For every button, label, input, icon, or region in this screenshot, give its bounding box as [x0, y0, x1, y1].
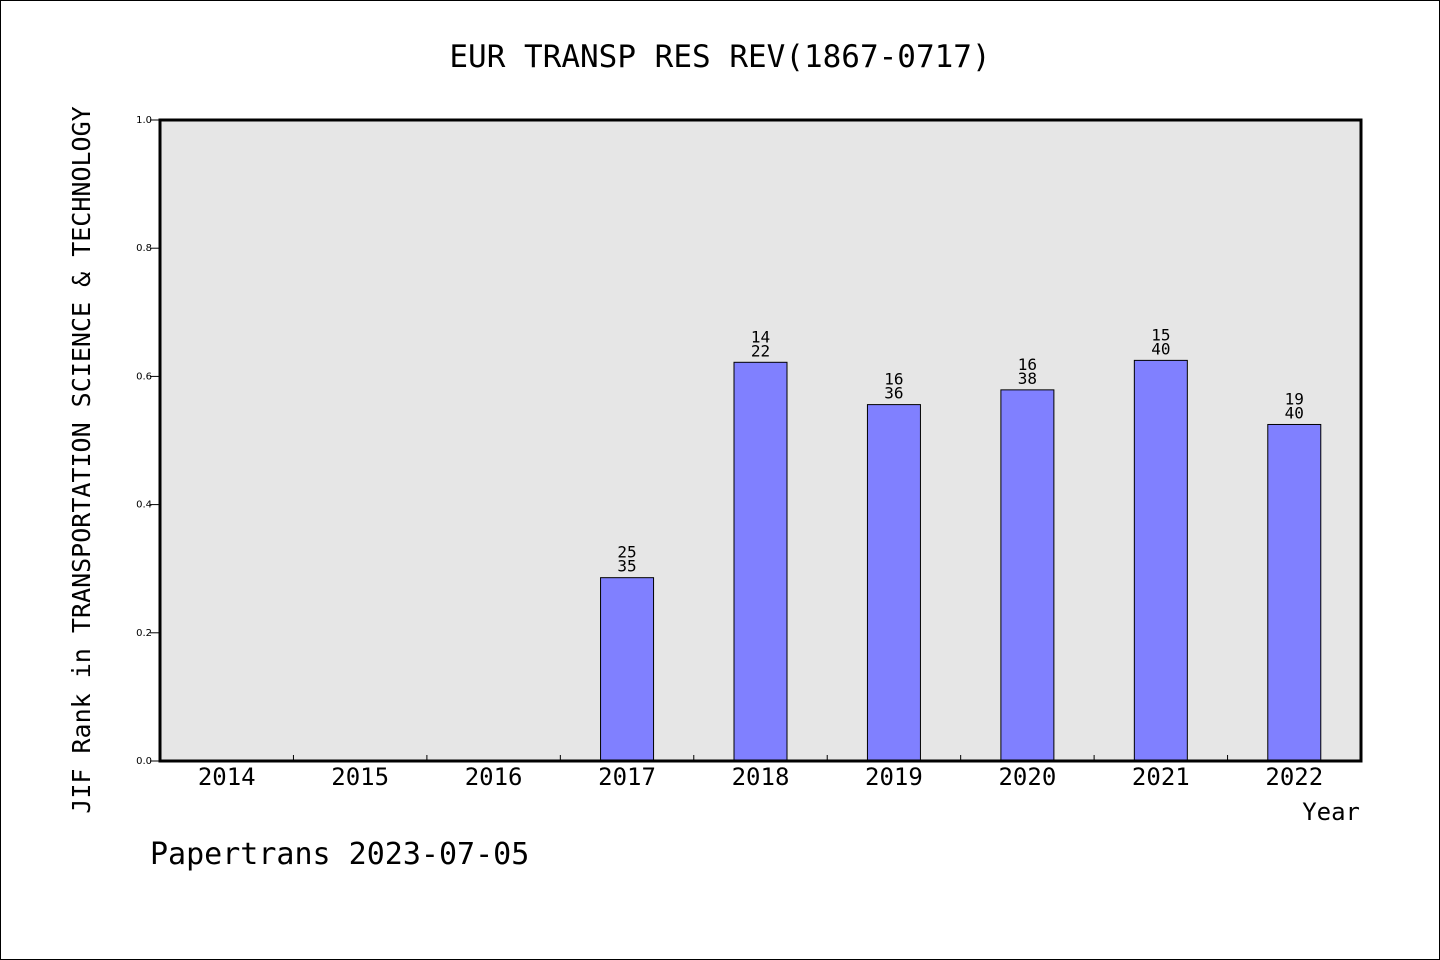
y-tick-label: 1.0	[136, 115, 152, 126]
data-label-rank: 25	[617, 543, 636, 562]
x-tick-label: 2021	[1132, 763, 1190, 791]
y-tick-label: 0.0	[136, 756, 152, 767]
x-tick-label: 2017	[598, 763, 656, 791]
x-tick-label: 2019	[865, 763, 923, 791]
y-tick-label: 0.4	[136, 500, 152, 511]
bars-group	[600, 359, 1322, 762]
data-label-total: 40	[1151, 339, 1170, 358]
x-tick-label: 2016	[465, 763, 523, 791]
data-label-total: 35	[617, 557, 636, 576]
y-tick-label: 0.2	[136, 628, 152, 639]
data-label-rank: 14	[751, 327, 770, 346]
axis-ticks: 0.0 0.2 0.4 0.6 0.8 1.0 2014 2015 2016 2017 2018 20…	[136, 115, 1323, 791]
x-tick-label: 2014	[198, 763, 256, 791]
x-tick-label: 2015	[331, 763, 389, 791]
bar	[1000, 389, 1055, 762]
bar	[733, 361, 788, 762]
chart-title: EUR TRANSP RES REV(1867-0717)	[449, 39, 990, 75]
data-label-rank: 15	[1151, 325, 1170, 344]
bar	[1267, 423, 1322, 762]
footer-watermark: Papertrans 2023-07-05	[150, 837, 529, 872]
data-label-total: 36	[884, 384, 903, 403]
data-label-rank: 16	[1018, 355, 1037, 374]
y-tick-label: 0.6	[136, 371, 152, 382]
data-label-total: 40	[1285, 403, 1304, 422]
y-tick-label: 0.8	[136, 243, 152, 254]
bar	[866, 404, 921, 762]
plot-border	[158, 118, 1363, 763]
x-tick-label: 2022	[1265, 763, 1323, 791]
bar	[600, 577, 655, 762]
bar	[1133, 359, 1188, 762]
data-label-rank: 19	[1285, 389, 1304, 408]
data-label-total: 22	[751, 341, 770, 360]
x-tick-label: 2020	[998, 763, 1056, 791]
x-tick-label: 2018	[732, 763, 790, 791]
y-axis-label: JIF Rank in TRANSPORTATION SCIENCE & TEC…	[67, 106, 96, 813]
x-axis-label: Year	[1302, 798, 1360, 826]
data-label-total: 38	[1018, 369, 1037, 388]
data-label-rank: 16	[884, 370, 903, 389]
